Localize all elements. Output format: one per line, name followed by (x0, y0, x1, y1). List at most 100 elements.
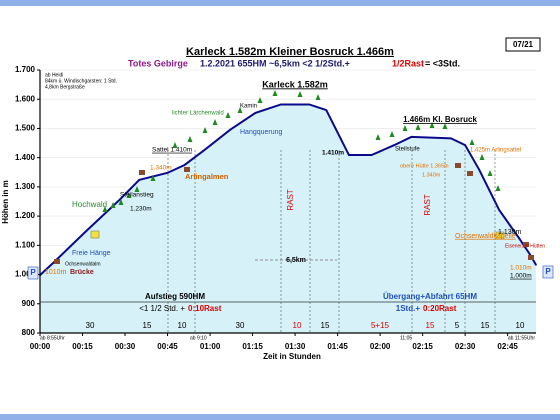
tree (126, 192, 132, 198)
y-tick-label: 1.100 (15, 240, 36, 249)
tree (172, 142, 178, 148)
tree (297, 91, 303, 97)
profile-line (39, 103, 537, 276)
hut (139, 170, 145, 175)
tree (212, 119, 218, 125)
annotation: 1.425m Arlingsattel (470, 148, 521, 154)
annotation: Steilstufe (395, 147, 420, 153)
profile-point (84, 231, 87, 233)
y-axis-title: Höhen in m (1, 180, 10, 224)
profile-point (203, 149, 206, 151)
x-axis-title: Zeit in Stunden (263, 352, 321, 361)
annotation: Karleck 1.582m (262, 79, 328, 89)
y-tick-label: 900 (22, 299, 36, 308)
tree (134, 186, 140, 192)
annotation: Ochsenwaldkapelle (455, 233, 516, 240)
annotation: Ochsenwaldalm (65, 261, 101, 267)
tree (110, 202, 116, 208)
annotation: Aufstieg 590HM (145, 292, 205, 301)
hut (467, 171, 473, 176)
tree (225, 112, 231, 118)
y-tick-label: 800 (22, 328, 36, 337)
tree (187, 136, 193, 142)
hut (523, 242, 529, 247)
annotation: ab Heidi (45, 72, 63, 78)
subtitle: = <3Std. (425, 58, 460, 68)
annotation: ab 9:10 (190, 335, 207, 341)
annotation: RAST (286, 189, 295, 210)
y-tick-label: 1.700 (15, 65, 36, 74)
parking-box (542, 265, 554, 279)
x-tick-label: 01:00 (200, 342, 221, 351)
annotation: 1.130m (498, 229, 522, 236)
tree (202, 127, 208, 133)
profile-point (348, 154, 350, 156)
annotation: Steilanstieg (120, 192, 154, 199)
profile-point (518, 237, 520, 239)
annotation: 0:10Rast (188, 304, 222, 313)
tree (469, 139, 475, 145)
bottom-band (0, 414, 560, 420)
marker (495, 231, 505, 240)
tree (415, 124, 421, 130)
profile-point (325, 109, 328, 111)
x-tick-label: 02:00 (370, 342, 391, 351)
duration: 15 (426, 321, 435, 330)
annotation: 1Std.+ (396, 304, 421, 313)
subtitle: 1/2Rast (392, 58, 424, 68)
parking-box (27, 266, 39, 280)
badge-box (505, 37, 541, 52)
annotation: 6,5km (286, 257, 306, 264)
profile-point (478, 169, 481, 171)
annotation: P (545, 267, 551, 276)
hut (54, 259, 60, 264)
tree (315, 94, 321, 100)
hut (184, 167, 190, 172)
annotation: 1010m (45, 269, 67, 276)
duration: 15 (143, 321, 152, 330)
duration: 5+15 (371, 321, 390, 330)
profile-point (138, 179, 140, 181)
subtitle: 1.2.2021 655HM ~6,5km <2 1/2Std.+ (200, 58, 350, 68)
tree (272, 90, 278, 96)
tree (375, 134, 381, 140)
y-tick-label: 1.000 (15, 270, 36, 279)
profile-point (370, 154, 373, 156)
tree (237, 107, 243, 113)
hut (528, 255, 534, 260)
annotation: Brücke (70, 269, 94, 276)
tree (495, 185, 501, 191)
tree (150, 175, 156, 181)
annotation: 4,8km Bergstraße (45, 84, 85, 90)
profile-point (450, 137, 452, 140)
annotation: lichter Lärchenwald (172, 111, 224, 117)
annotation: 1.466m Kl. Bosruck (403, 115, 477, 124)
tree (429, 122, 435, 128)
x-tick-label: 02:30 (455, 342, 476, 351)
x-tick-label: 02:15 (412, 342, 433, 351)
profile-point (280, 103, 282, 106)
annotation: 1.410m (322, 150, 344, 157)
profile-point (118, 199, 121, 201)
subtitle: Totes Gebirge (128, 58, 188, 68)
annotation: 0:20Rast (423, 304, 457, 313)
profile-point (464, 144, 466, 146)
annotation: Sattel 1.410m (152, 147, 192, 154)
chart-title: Karleck 1.582m Kleiner Bosruck 1.466m (186, 46, 394, 58)
annotation: <1 1/2 Std. + (139, 304, 185, 313)
x-tick-label: 00:00 (30, 342, 51, 351)
annotation: 1.340m (422, 172, 441, 178)
profile-point (393, 144, 396, 146)
annotation: 11:05 (400, 335, 412, 341)
annotation: Hochwald (72, 200, 107, 209)
annotation: 1.010m (510, 265, 532, 272)
tree (402, 125, 408, 131)
tree (442, 123, 448, 129)
marker (90, 230, 100, 239)
annotation: ab 8:55Uhr (40, 335, 65, 341)
annotation: 1.340m (150, 165, 172, 172)
profile-point (308, 103, 311, 106)
y-tick-label: 1.600 (15, 94, 36, 103)
duration: 15 (321, 321, 330, 330)
